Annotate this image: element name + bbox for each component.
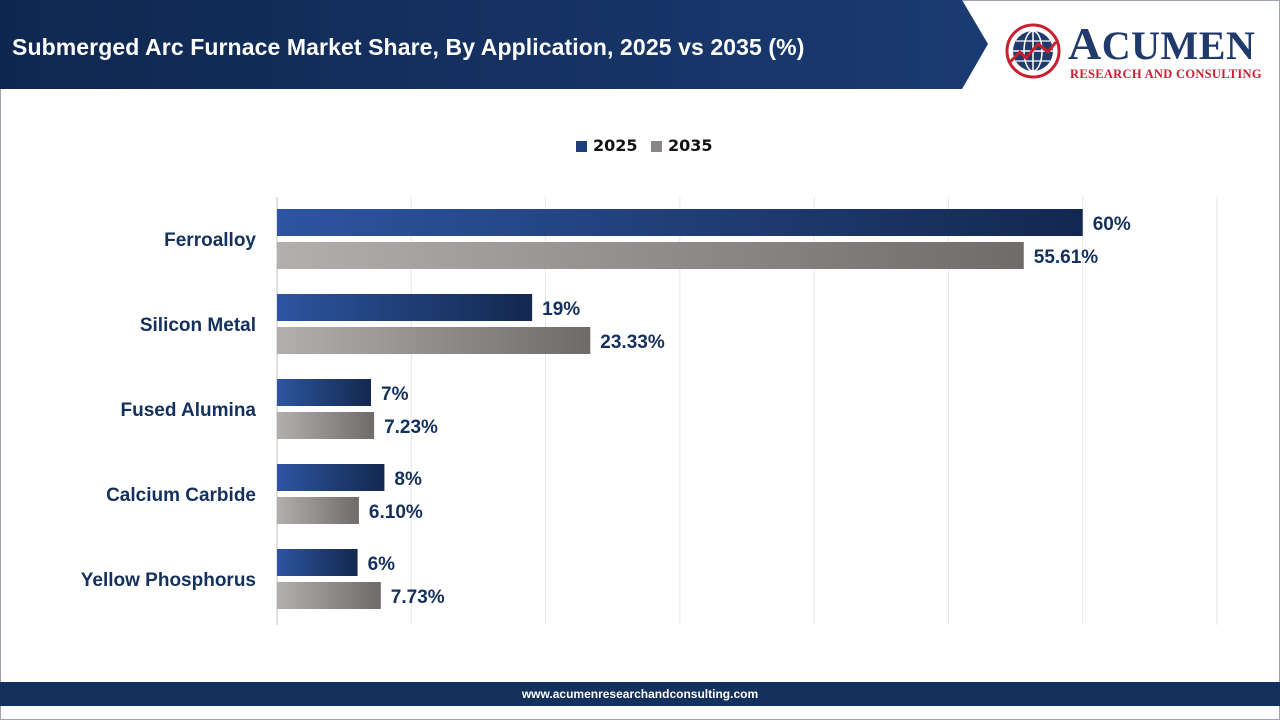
bars — [277, 209, 1083, 609]
legend-label-2035: 2035 — [668, 136, 713, 155]
data-label-2025: 6% — [368, 554, 396, 575]
data-label-2025: 19% — [542, 299, 580, 320]
legend-swatch-2025 — [576, 141, 587, 152]
bar-2035 — [277, 412, 375, 439]
bar-2025 — [277, 379, 371, 406]
category-label: Fused Alumina — [121, 400, 257, 421]
legend-item-2025: 2025 — [576, 136, 638, 155]
globe-logo-icon — [1005, 23, 1061, 79]
category-label: Silicon Metal — [140, 315, 256, 336]
data-label-2035: 55.61% — [1034, 247, 1099, 268]
category-labels: Ferroalloy Silicon Metal Fused Alumina Calc… — [81, 230, 257, 591]
title-banner: Submerged Arc Furnace Market Share, By A… — [0, 0, 990, 89]
data-label-2035: 7.73% — [391, 587, 445, 608]
category-label: Yellow Phosphorus — [81, 570, 256, 591]
logo-name-rest: CUMEN — [1101, 23, 1256, 68]
category-label: Ferroalloy — [164, 230, 256, 251]
bar-2035 — [277, 497, 359, 524]
footer-url[interactable]: www.acumenresearchandconsulting.com — [521, 687, 759, 701]
data-label-2025: 8% — [394, 469, 422, 490]
data-label-2025: 7% — [381, 384, 409, 405]
bar-2035 — [277, 327, 591, 354]
category-label: Calcium Carbide — [106, 485, 256, 506]
logo-wordmark: ACUMEN — [1068, 21, 1256, 68]
legend-item-2035: 2035 — [651, 136, 713, 155]
bar-2025 — [277, 464, 385, 491]
data-labels: 60% 55.61% 19% 23.33% 7% 7.23% 8% 6.10% 6% 7.73% — [368, 214, 1131, 608]
bar-2035 — [277, 582, 381, 609]
logo-initial: A — [1068, 18, 1102, 69]
data-label-2035: 7.23% — [384, 417, 438, 438]
chart-title: Submerged Arc Furnace Market Share, By A… — [12, 34, 805, 60]
bar-2025 — [277, 294, 533, 321]
data-label-2035: 6.10% — [369, 502, 423, 523]
bar-chart: 60%55.61%19%23.33%7%7.23%8%6.10%6%7.73% … — [81, 197, 1218, 625]
bar-2025 — [277, 549, 358, 576]
logo-subtitle: RESEARCH AND CONSULTING — [1070, 67, 1262, 81]
bar-2035 — [277, 242, 1024, 269]
legend-label-2025: 2025 — [593, 136, 638, 155]
footer-bar: www.acumenresearchandconsulting.com — [0, 682, 1280, 706]
legend-swatch-2035 — [651, 141, 662, 152]
data-label-2025: 60% — [1093, 214, 1131, 235]
data-label-2035: 23.33% — [600, 332, 665, 353]
bar-2025 — [277, 209, 1083, 236]
title-banner-shape — [0, 0, 988, 89]
acumen-logo: ACUMEN RESEARCH AND CONSULTING — [1004, 18, 1264, 84]
